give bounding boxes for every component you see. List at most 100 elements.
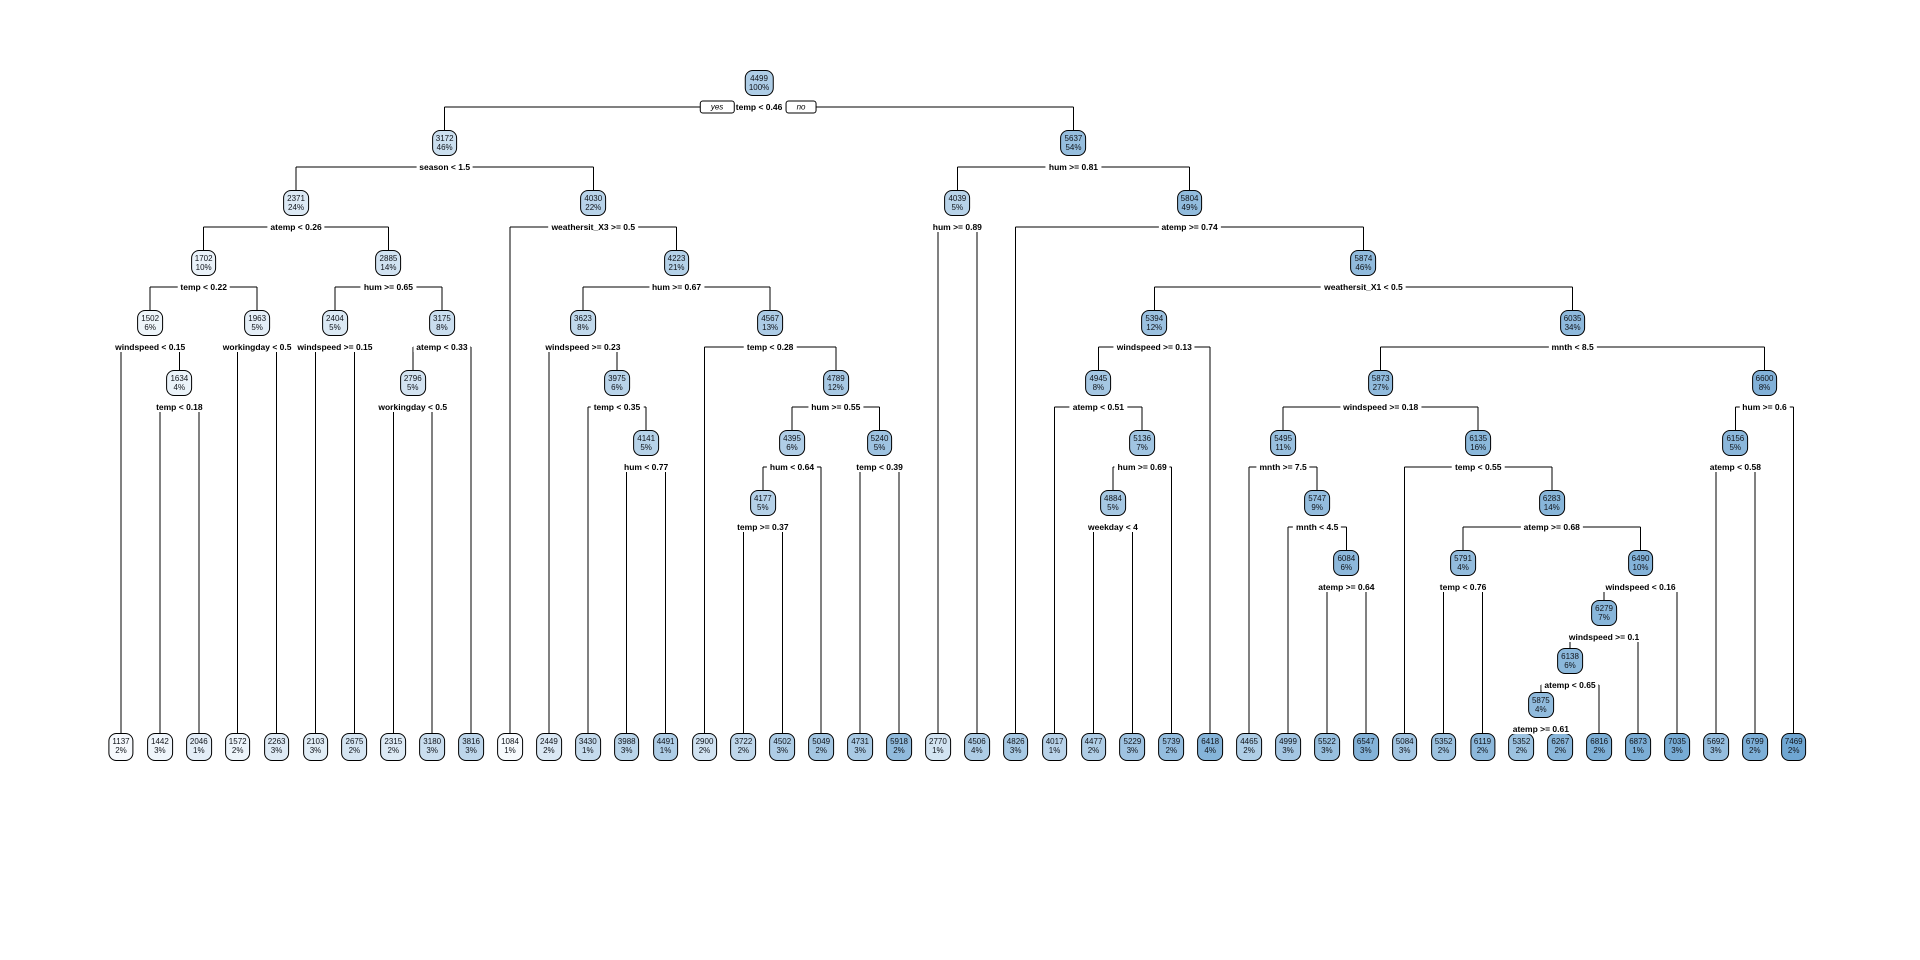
node-value: 2315 — [384, 737, 403, 746]
node-percent: 2% — [1554, 746, 1567, 755]
tree-node: 2796 5% — [399, 370, 426, 396]
node-value: 1963 — [248, 314, 267, 323]
split-label: mnth < 8.5 — [1548, 342, 1597, 352]
split-label: hum >= 0.81 — [1045, 162, 1102, 172]
tree-node: 5394 12% — [1141, 310, 1168, 336]
node-value: 2900 — [695, 737, 714, 746]
tree-node: 2404 5% — [322, 310, 348, 336]
tree-node: 5136 7% — [1129, 430, 1156, 456]
node-percent: 100% — [748, 83, 770, 92]
split-label: atemp < 0.51 — [1069, 402, 1127, 412]
leaf-node: 1442 3% — [146, 733, 173, 761]
node-value: 2103 — [306, 737, 325, 746]
node-percent: 2% — [1437, 746, 1450, 755]
node-percent: 7% — [1136, 443, 1148, 452]
split-label: atemp < 0.26 — [267, 222, 325, 232]
split-label: weathersit_X3 >= 0.5 — [548, 222, 639, 232]
node-percent: 2% — [231, 746, 244, 755]
tree-node: 4030 22% — [580, 190, 607, 216]
leaf-node: 7035 3% — [1664, 733, 1690, 761]
node-value: 4502 — [773, 737, 792, 746]
split-condition: weathersit_X1 < 0.5 — [1324, 282, 1403, 292]
split-label: weathersit_X1 < 0.5 — [1321, 282, 1406, 292]
leaf-node: 4465 2% — [1236, 733, 1262, 761]
split-condition: temp < 0.28 — [746, 342, 794, 352]
split-condition: mnth < 8.5 — [1551, 342, 1594, 352]
node-percent: 4% — [1535, 705, 1547, 714]
node-value: 5495 — [1274, 434, 1293, 443]
split-condition: atemp < 0.65 — [1544, 680, 1596, 690]
tree-node: 4567 13% — [757, 310, 784, 336]
node-value: 5240 — [870, 434, 889, 443]
leaf-node: 6418 4% — [1197, 733, 1224, 761]
tree-node: 2371 24% — [283, 190, 309, 216]
node-value: 2796 — [403, 374, 422, 383]
leaf-node: 5229 3% — [1119, 733, 1146, 761]
tree-node: 6490 10% — [1627, 550, 1654, 576]
node-value: 5522 — [1317, 737, 1336, 746]
node-value: 4491 — [656, 737, 675, 746]
split-label: atemp >= 0.74 — [1158, 222, 1221, 232]
split-condition: temp < 0.46 — [735, 102, 783, 112]
node-value: 3816 — [462, 737, 480, 746]
tree-node: 4945 8% — [1085, 370, 1112, 396]
node-percent: 2% — [1787, 746, 1800, 755]
tree-node: 2885 14% — [375, 250, 402, 276]
node-percent: 5% — [873, 443, 886, 452]
split-label: atemp >= 0.61 — [1509, 724, 1572, 734]
leaf-node: 3816 3% — [458, 733, 484, 761]
tree-node: 3975 6% — [604, 370, 630, 396]
leaf-node: 5522 3% — [1313, 733, 1340, 761]
node-percent: 2% — [115, 746, 127, 755]
leaf-node: 7469 2% — [1780, 733, 1807, 761]
node-percent: 3% — [1009, 746, 1022, 755]
node-value: 2046 — [189, 737, 208, 746]
leaf-node: 6799 2% — [1741, 733, 1768, 761]
node-percent: 1% — [1048, 746, 1061, 755]
node-percent: 5% — [329, 323, 341, 332]
split-condition: temp < 0.76 — [1439, 582, 1487, 592]
tree-node: 4039 5% — [944, 190, 971, 216]
node-value: 6035 — [1563, 314, 1582, 323]
node-value: 1572 — [228, 737, 247, 746]
leaf-node: 4502 3% — [769, 733, 796, 761]
node-percent: 2% — [1476, 746, 1489, 755]
node-value: 4395 — [783, 434, 801, 443]
node-percent: 5% — [640, 443, 652, 452]
split-condition: atemp < 0.51 — [1072, 402, 1124, 412]
node-value: 4499 — [750, 74, 768, 83]
node-percent: 3% — [1126, 746, 1139, 755]
split-condition: mnth >= 7.5 — [1259, 462, 1307, 472]
node-percent: 3% — [1321, 746, 1333, 755]
node-percent: 5% — [251, 323, 263, 332]
node-value: 4177 — [753, 494, 772, 503]
node-percent: 2% — [387, 746, 400, 755]
node-percent: 7% — [1598, 613, 1610, 622]
node-value: 6490 — [1631, 554, 1650, 563]
split-label: atemp < 0.33 — [413, 342, 471, 352]
leaf-node: 2770 1% — [924, 733, 951, 761]
node-value: 6418 — [1201, 737, 1220, 746]
node-value: 4017 — [1045, 737, 1064, 746]
split-label: atemp < 0.65 — [1541, 680, 1599, 690]
split-label: hum >= 0.65 — [360, 282, 417, 292]
node-percent: 3% — [465, 746, 477, 755]
node-percent: 3% — [154, 746, 166, 755]
node-value: 2770 — [928, 737, 947, 746]
split-condition: atemp >= 0.68 — [1523, 522, 1580, 532]
split-condition: workingday < 0.5 — [222, 342, 292, 352]
leaf-node: 3430 1% — [574, 733, 601, 761]
tree-node: 3175 8% — [429, 310, 455, 336]
node-value: 1084 — [501, 737, 519, 746]
node-value: 4465 — [1240, 737, 1258, 746]
split-label: mnth >= 7.5 — [1256, 462, 1310, 472]
leaf-node: 6119 2% — [1469, 733, 1496, 761]
node-percent: 2% — [737, 746, 750, 755]
node-value: 4030 — [584, 194, 603, 203]
node-value: 3722 — [734, 737, 753, 746]
tree-node: 1634 4% — [166, 370, 193, 396]
leaf-node: 3988 3% — [613, 733, 640, 761]
leaf-node: 1084 1% — [497, 733, 523, 761]
